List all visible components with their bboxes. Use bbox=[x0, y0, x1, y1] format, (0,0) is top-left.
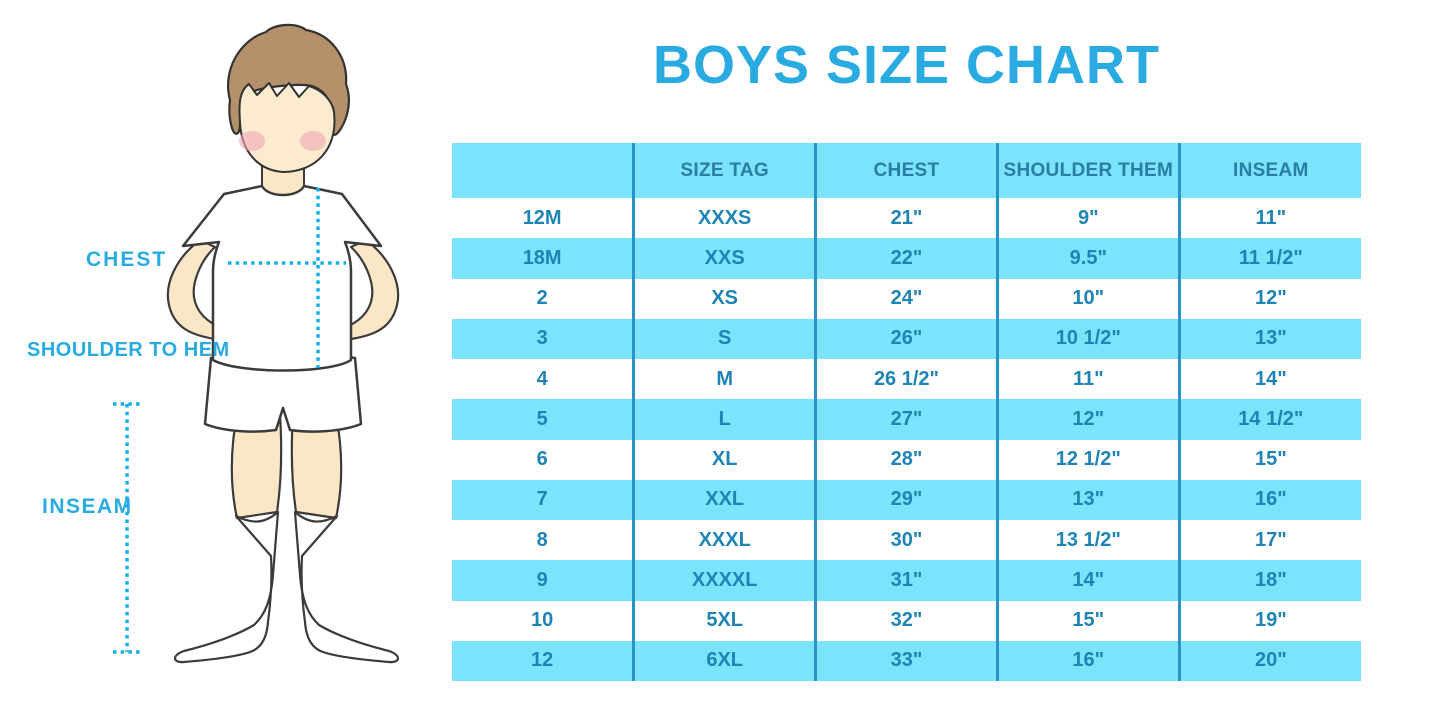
table-cell: 3 bbox=[452, 318, 636, 359]
table-cell: XXXS bbox=[633, 198, 818, 239]
table-cell: 30" bbox=[815, 520, 999, 561]
table-cell: 11 1/2" bbox=[1238, 246, 1303, 269]
column-header-size bbox=[452, 143, 636, 198]
table-cell: 33" bbox=[815, 640, 999, 681]
table-cell: S bbox=[633, 318, 818, 359]
table-cell: 10 bbox=[452, 600, 636, 641]
measurement-lines bbox=[113, 188, 346, 654]
table-cell: 6 bbox=[452, 439, 636, 480]
table-row: 12M XXXS 21" 9" 11" bbox=[452, 198, 1361, 239]
table-cell: 11" bbox=[997, 359, 1181, 400]
boy-face bbox=[238, 82, 336, 173]
table-row: 5 L 27" 12" 14 1/2" bbox=[452, 399, 1361, 440]
table-cell: 27" bbox=[815, 399, 999, 440]
table-cell: L bbox=[633, 399, 818, 440]
table-row: 2 XS 24" 10" 12" bbox=[452, 278, 1361, 319]
inseam-label: INSEAM bbox=[42, 495, 133, 518]
table-cell: XXXXL bbox=[633, 560, 818, 601]
table-cell: 10" bbox=[997, 278, 1181, 319]
column-header-size-tag: SIZE TAG bbox=[633, 143, 818, 198]
table-cell: 18M bbox=[452, 238, 636, 279]
table-cell: 32" bbox=[815, 600, 999, 641]
table-cell: 31" bbox=[815, 560, 999, 601]
column-header-shoulder-hem: SHOULDER THEM bbox=[997, 143, 1181, 198]
page-title: BOYS SIZE CHART bbox=[652, 35, 1161, 95]
table-cell: 12 1/2" bbox=[997, 439, 1181, 480]
table-cell: 12M bbox=[452, 198, 636, 239]
table-row: 12 6XL 33" 16" 20" bbox=[452, 640, 1361, 681]
table-cell: 13 1/2" bbox=[997, 520, 1181, 561]
table-cell: 7 bbox=[452, 479, 636, 520]
column-header-inseam: INSEAM bbox=[1179, 143, 1361, 198]
table-cell: 8 bbox=[452, 520, 636, 561]
table-cell: 19" bbox=[1254, 609, 1287, 632]
table-cell: XL bbox=[633, 439, 818, 480]
table-cell: XXXL bbox=[633, 520, 818, 561]
table-cell: 20" bbox=[1254, 649, 1287, 672]
table-cell: 12" bbox=[997, 399, 1181, 440]
table-cell: 4 bbox=[452, 359, 636, 400]
table-cell: 14" bbox=[997, 560, 1181, 601]
table-cell: 13" bbox=[1254, 327, 1287, 350]
table-cell: 24" bbox=[815, 278, 999, 319]
header-row: SIZE TAG CHEST SHOULDER THEM INSEAM bbox=[452, 143, 1361, 198]
table-cell: 29" bbox=[815, 479, 999, 520]
chest-label: CHEST bbox=[86, 248, 168, 271]
table-cell: 6XL bbox=[633, 640, 818, 681]
table-row: 8 XXXL 30" 13 1/2" 17" bbox=[452, 520, 1361, 561]
table-cell: M bbox=[633, 359, 818, 400]
table-cell: 15" bbox=[1254, 448, 1287, 471]
table-cell: 12 bbox=[452, 640, 636, 681]
size-chart-table: SIZE TAG CHEST SHOULDER THEM INSEAM 12M … bbox=[452, 143, 1361, 681]
table-row: 4 M 26 1/2" 11" 14" bbox=[452, 359, 1361, 400]
table-row: 9 XXXXL 31" 14" 18" bbox=[452, 560, 1361, 601]
table-cell: 10 1/2" bbox=[997, 318, 1181, 359]
table-cell: 12" bbox=[1254, 287, 1287, 310]
table-cell: 16" bbox=[997, 640, 1181, 681]
column-header-chest: CHEST bbox=[815, 143, 999, 198]
table-cell: 5XL bbox=[633, 600, 818, 641]
table-cell: 13" bbox=[997, 479, 1181, 520]
table-cell: 26" bbox=[815, 318, 999, 359]
table-body: 12M XXXS 21" 9" 11" 18M XXS 22" 9.5" 11 … bbox=[452, 198, 1361, 681]
table-cell: 14" bbox=[1254, 367, 1287, 390]
table-cell: 2 bbox=[452, 278, 636, 319]
boy-figure-drawing bbox=[113, 23, 400, 664]
table-row: 6 XL 28" 12 1/2" 15" bbox=[452, 439, 1361, 480]
table-cell: 18" bbox=[1254, 568, 1287, 591]
boy-cheeks bbox=[239, 131, 326, 151]
table-cell: 22" bbox=[815, 238, 999, 279]
table-cell: XXL bbox=[633, 479, 818, 520]
shoulder-to-hem-label: SHOULDER TO HEM bbox=[27, 339, 230, 361]
table-row: 7 XXL 29" 13" 16" bbox=[452, 479, 1361, 520]
table-cell: 17" bbox=[1254, 528, 1287, 551]
boy-measurement-illustration: CHEST SHOULDER TO HEM INSEAM bbox=[0, 0, 450, 723]
table-row: 18M XXS 22" 9.5" 11 1/2" bbox=[452, 238, 1361, 279]
table-cell: 21" bbox=[815, 198, 999, 239]
table-cell: 14 1/2" bbox=[1238, 407, 1304, 430]
table-cell: 28" bbox=[815, 439, 999, 480]
boy-legs bbox=[230, 412, 343, 520]
table-header: SIZE TAG CHEST SHOULDER THEM INSEAM bbox=[452, 143, 1361, 198]
table-cell: 11" bbox=[1255, 206, 1287, 229]
table-cell: XXS bbox=[633, 238, 818, 279]
table-cell: 9.5" bbox=[997, 238, 1181, 279]
table-cell: 15" bbox=[997, 600, 1181, 641]
table-cell: 5 bbox=[452, 399, 636, 440]
table-cell: 9" bbox=[997, 198, 1181, 239]
table-cell: XS bbox=[633, 278, 818, 319]
table-row: 10 5XL 32" 15" 19" bbox=[452, 600, 1361, 641]
boy-socks bbox=[173, 510, 400, 664]
boy-shirt bbox=[181, 184, 383, 372]
table-cell: 9 bbox=[452, 560, 636, 601]
table-cell: 16" bbox=[1254, 488, 1287, 511]
table-row: 3 S 26" 10 1/2" 13" bbox=[452, 318, 1361, 359]
table-cell: 26 1/2" bbox=[815, 359, 999, 400]
